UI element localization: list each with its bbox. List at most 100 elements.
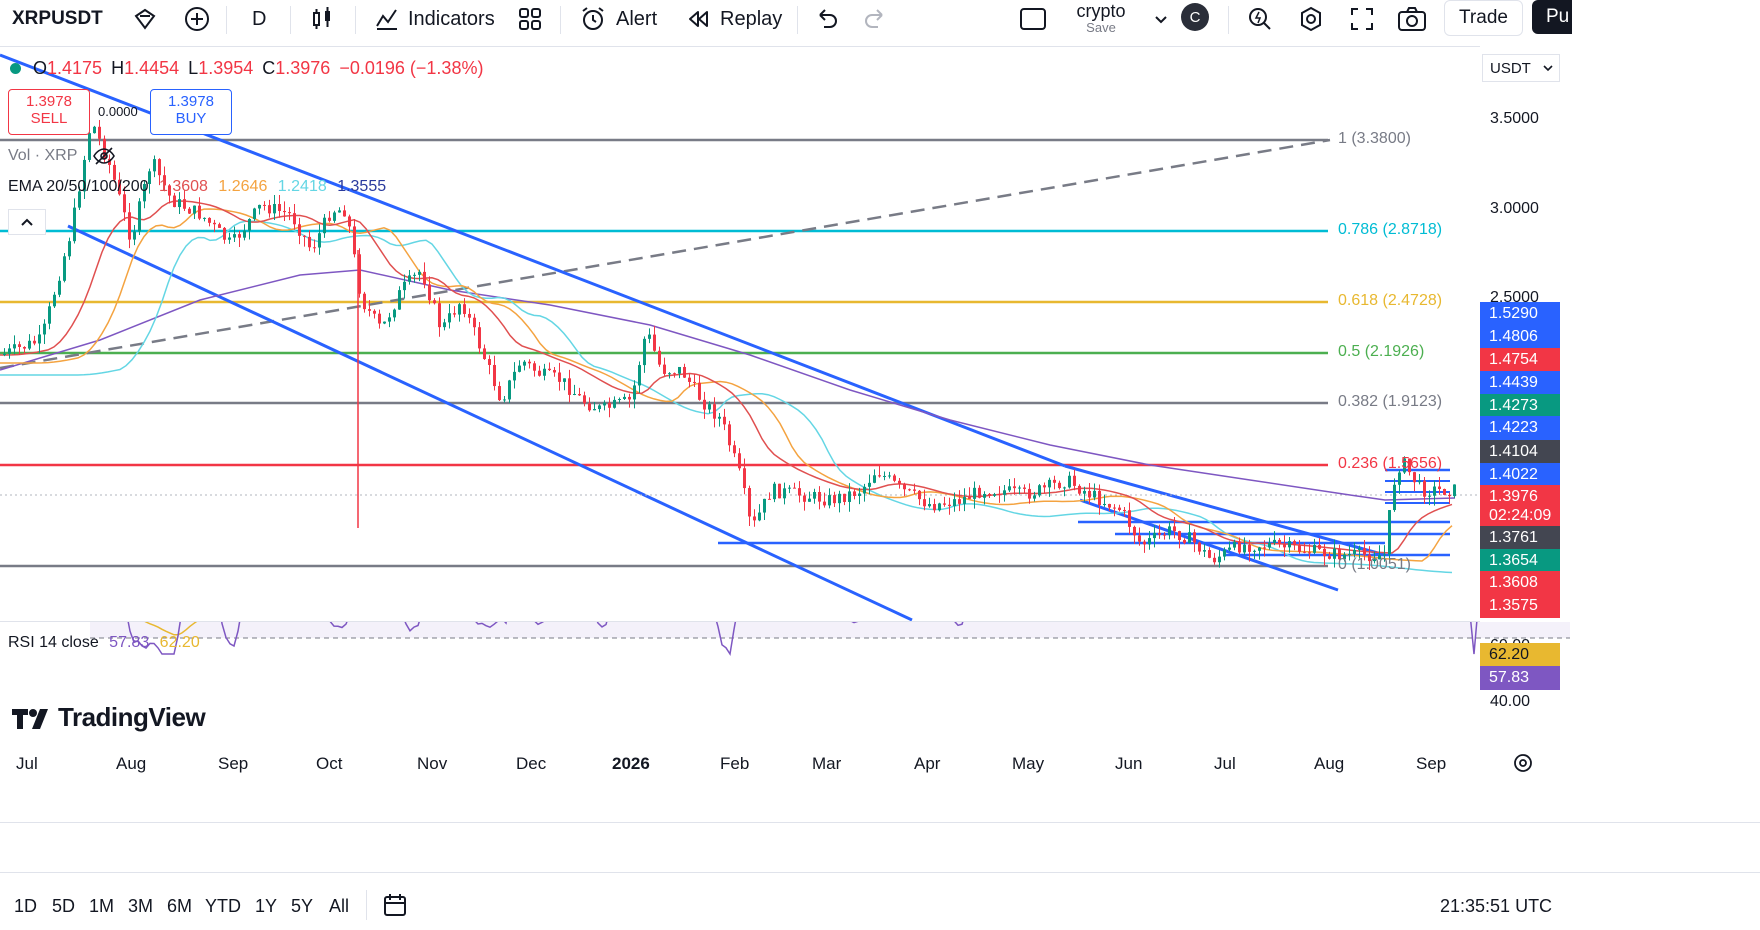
candle-body — [858, 493, 861, 496]
rsi-axis-label: 40.00 — [1490, 693, 1531, 710]
time-axis-label: Aug — [116, 754, 147, 773]
candle-body — [183, 199, 186, 209]
rsi-pane[interactable] — [0, 622, 1660, 744]
candle-body — [148, 171, 151, 185]
candle-body — [93, 126, 96, 134]
rsi-value-tag-label: 57.83 — [1489, 669, 1530, 686]
replay-button[interactable]: Replay — [684, 0, 782, 38]
channel-lower-extension[interactable] — [1079, 498, 1339, 592]
undo-icon[interactable] — [812, 0, 840, 38]
candle-body — [603, 402, 606, 406]
ema-legend[interactable]: EMA 20/50/100/200 1.3608 1.2646 1.2418 1… — [8, 178, 386, 196]
candle-body — [1268, 542, 1271, 548]
candle-body — [898, 480, 901, 484]
compare-add-icon[interactable] — [182, 0, 212, 38]
collapse-legend-button[interactable] — [8, 209, 46, 235]
publish-button[interactable]: Pu — [1532, 0, 1572, 34]
candle-body — [428, 284, 431, 301]
range-button-5d[interactable]: 5D — [52, 896, 76, 916]
candle-body — [478, 327, 481, 349]
symbol-search[interactable]: XRPUSDT — [12, 0, 103, 38]
channel-lower-line[interactable] — [67, 224, 913, 622]
interval-selector[interactable]: D — [252, 0, 266, 38]
candle-body — [488, 359, 491, 365]
sell-button[interactable]: 1.3978 SELL — [8, 89, 90, 135]
buy-button[interactable]: 1.3978 BUY — [150, 89, 232, 135]
settings-gear-icon[interactable] — [1296, 0, 1326, 38]
spread-value: 0.0000 — [98, 104, 138, 119]
candle-body — [208, 217, 211, 223]
candle-body — [628, 396, 631, 400]
range-button-1y[interactable]: 1Y — [255, 896, 278, 916]
candle-body — [1408, 458, 1411, 473]
timezone-settings-icon[interactable] — [1512, 752, 1534, 779]
candle-body — [698, 382, 701, 400]
candle-body — [373, 310, 376, 314]
layouts-grid-icon[interactable] — [516, 0, 544, 38]
quick-search-icon[interactable] — [1246, 0, 1274, 38]
candle-body — [403, 281, 406, 291]
channel-upper-extension[interactable] — [1064, 464, 1386, 557]
trade-button[interactable]: Trade — [1444, 0, 1523, 36]
candle-body — [298, 224, 301, 236]
alert-button[interactable]: Alert — [578, 0, 657, 38]
trend-line-dashed[interactable] — [0, 138, 1331, 370]
tradingview-logo[interactable]: TradingView — [10, 702, 206, 733]
avatar[interactable]: C — [1181, 3, 1209, 31]
range-button-1m[interactable]: 1M — [89, 896, 115, 916]
candle-body — [573, 393, 576, 395]
price-tag: 1.4439 — [1480, 371, 1560, 395]
candle-body — [1203, 550, 1206, 552]
go-to-date-calendar-icon[interactable] — [382, 892, 408, 923]
currency-selector[interactable]: USDT — [1482, 54, 1560, 82]
candle-body — [1103, 503, 1106, 506]
candle-body — [633, 385, 636, 400]
candle-body — [1168, 526, 1171, 536]
price-axis-label: 3.5000 — [1490, 110, 1539, 127]
range-button-ytd[interactable]: YTD — [205, 896, 241, 916]
camera-snapshot-icon[interactable] — [1396, 0, 1428, 38]
eye-hidden-icon[interactable] — [92, 146, 116, 166]
candle-body — [38, 334, 41, 344]
range-button-6m[interactable]: 6M — [167, 896, 193, 916]
volume-legend[interactable]: Vol · XRP — [8, 146, 116, 166]
candle-body — [123, 194, 126, 213]
indicators-button[interactable]: Indicators — [372, 0, 495, 38]
candle-body — [923, 499, 926, 507]
clock[interactable]: 21:35:51 UTC — [1440, 896, 1553, 916]
candle-body — [1058, 482, 1061, 489]
candle-body — [933, 504, 936, 511]
candle-body — [918, 490, 921, 500]
candle-body — [1143, 541, 1146, 545]
range-button-1d[interactable]: 1D — [14, 896, 38, 916]
candle-body — [1263, 547, 1266, 549]
chart-type-candles-icon[interactable] — [307, 0, 337, 38]
price-chart[interactable] — [0, 46, 1660, 696]
rsi-legend[interactable]: RSI 14 close 57.83 62.20 — [8, 634, 200, 652]
currency-label: USDT — [1490, 59, 1531, 77]
range-button-5y[interactable]: 5Y — [291, 896, 314, 916]
redo-icon[interactable] — [862, 0, 890, 38]
range-button-all[interactable]: All — [329, 896, 350, 916]
candle-body — [393, 309, 396, 318]
range-button-3m[interactable]: 3M — [128, 896, 154, 916]
chevron-down-icon[interactable] — [1152, 0, 1170, 38]
candle-body — [278, 204, 281, 211]
candlestick-series — [3, 119, 1456, 570]
watchlist-icon[interactable] — [130, 0, 160, 38]
fullscreen-layout-icon[interactable] — [1018, 0, 1048, 38]
layout-name-button[interactable]: crypto Save — [1066, 0, 1136, 38]
rsi-band — [90, 622, 1570, 638]
rsi-line — [127, 622, 1478, 657]
time-axis[interactable] — [0, 822, 1760, 873]
candle-body — [548, 368, 551, 371]
candle-body — [113, 164, 116, 180]
time-axis-label: Jun — [1115, 754, 1143, 773]
candle-body — [253, 208, 256, 220]
time-axis-label: Oct — [316, 754, 343, 773]
brand-name: TradingView — [58, 702, 206, 732]
fullscreen-icon[interactable] — [1348, 0, 1376, 38]
candle-body — [1158, 532, 1161, 535]
candle-body — [1303, 551, 1306, 553]
time-axis-label: Jul — [1214, 754, 1236, 773]
